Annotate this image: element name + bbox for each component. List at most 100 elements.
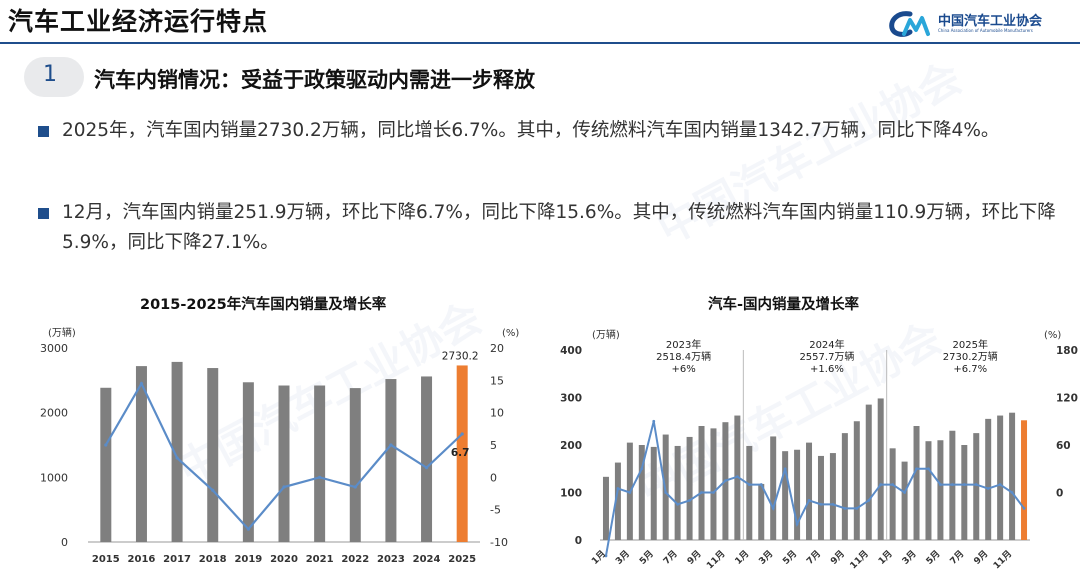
annotation-volume: 2557.7万辆 xyxy=(799,350,854,363)
x-axis-tick: 5月 xyxy=(781,548,800,567)
bar xyxy=(746,445,753,540)
x-axis-tick: 2021 xyxy=(306,554,334,565)
x-axis-tick: 11月 xyxy=(848,548,871,570)
bar xyxy=(913,426,920,540)
right-axis-tick: 15 xyxy=(490,374,504,387)
right-axis-tick: 0 xyxy=(490,471,497,484)
bar xyxy=(614,462,621,540)
bullet-square-icon xyxy=(38,126,49,137)
bar xyxy=(171,361,183,542)
right-axis-tick: 0 xyxy=(1056,488,1063,500)
x-axis-tick: 2018 xyxy=(199,554,227,565)
right-axis-tick: 120 xyxy=(1056,393,1078,405)
x-axis-tick: 2017 xyxy=(163,554,191,565)
chart-right-title: 汽车-国内销量及增长率 xyxy=(708,297,860,313)
growth-rate-point xyxy=(1022,506,1026,510)
annotation-volume: 2518.4万辆 xyxy=(656,350,711,363)
bar xyxy=(782,451,789,540)
x-axis-tick: 9月 xyxy=(685,548,704,567)
growth-rate-point xyxy=(915,467,918,471)
growth-rate-point xyxy=(640,467,644,471)
left-axis-tick: 300 xyxy=(560,393,582,405)
bar xyxy=(385,379,397,542)
bar xyxy=(841,433,848,540)
x-axis-tick: 3月 xyxy=(900,548,919,567)
bullet-item: 2025年，汽车国内销量2730.2万辆，同比增长6.7%。其中，传统燃料汽车国… xyxy=(38,116,1068,146)
growth-rate-point xyxy=(676,502,680,506)
caam-logo-mark-icon xyxy=(889,11,930,37)
growth-rate-point xyxy=(1010,491,1014,494)
growth-rate-point xyxy=(939,483,942,486)
bar xyxy=(650,446,657,540)
annotation-volume: 2730.2万辆 xyxy=(943,350,998,363)
left-axis-tick: 200 xyxy=(560,440,582,452)
growth-rate-point xyxy=(867,499,871,502)
bar xyxy=(314,385,326,542)
growth-rate-point xyxy=(211,488,215,492)
annotation-year: 2025年 xyxy=(953,338,988,351)
growth-rate-point xyxy=(855,506,859,510)
bar xyxy=(686,436,693,540)
annotation-growth: +6% xyxy=(671,364,695,375)
bullet-item: 12月，汽车国内销量251.9万辆，环比下降6.7%，同比下降15.6%。其中，… xyxy=(38,198,1068,258)
growth-rate-point xyxy=(389,443,393,447)
bar xyxy=(207,368,219,542)
x-axis-tick: 9月 xyxy=(972,548,991,567)
bar xyxy=(937,440,944,540)
bar xyxy=(901,461,908,540)
right-axis-unit: (%) xyxy=(1044,330,1061,341)
growth-rate-point xyxy=(998,483,1002,486)
annotation-year: 2023年 xyxy=(666,338,701,351)
growth-rate-point xyxy=(747,483,751,486)
right-axis-tick: -10 xyxy=(490,536,508,549)
right-axis-tick: 5 xyxy=(490,439,497,452)
annotation-growth: +6.7% xyxy=(953,364,987,375)
bar xyxy=(877,398,884,540)
growth-rate-point xyxy=(282,485,286,489)
bar xyxy=(135,366,147,542)
bar xyxy=(349,388,361,542)
growth-rate-point xyxy=(795,522,799,526)
x-axis-tick: 2015 xyxy=(92,554,120,565)
growth-rate-point xyxy=(783,467,787,471)
bar xyxy=(865,404,872,540)
growth-rate-point xyxy=(843,506,847,510)
growth-rate-point xyxy=(724,479,727,483)
logo-text-cn: 中国汽车工业协会 xyxy=(938,14,1043,29)
x-axis-tick: 2020 xyxy=(270,554,298,565)
page-title: 汽车工业经济运行特点 xyxy=(8,7,269,36)
x-axis-tick: 2024 xyxy=(413,554,441,565)
growth-rate-point xyxy=(353,485,357,489)
growth-rate-point xyxy=(175,456,179,460)
right-axis-tick: 10 xyxy=(490,407,504,420)
bar xyxy=(602,476,609,540)
chart-left-title: 2015-2025年汽车国内销量及增长率 xyxy=(140,297,387,313)
x-axis-tick: 2023 xyxy=(377,554,405,565)
growth-rate-point xyxy=(879,483,883,486)
bar xyxy=(710,428,717,540)
growth-rate-point xyxy=(819,502,823,506)
growth-rate-point xyxy=(700,491,703,494)
growth-rate-point xyxy=(962,483,966,486)
x-axis-tick: 3月 xyxy=(757,548,776,567)
left-axis-tick: 3000 xyxy=(40,342,68,355)
x-axis-tick: 1月 xyxy=(733,548,752,567)
section-title: 汽车内销情况：受益于政策驱动内需进一步释放 xyxy=(94,68,535,92)
bar xyxy=(278,385,290,542)
bar xyxy=(100,387,112,542)
left-axis-tick: 1000 xyxy=(40,471,68,484)
right-axis-unit: (%) xyxy=(502,328,519,339)
header-divider xyxy=(0,42,1080,44)
growth-rate-point xyxy=(831,502,835,506)
growth-rate-point xyxy=(974,483,978,486)
x-axis-tick: 7月 xyxy=(805,548,824,567)
growth-rate-point xyxy=(246,527,250,531)
growth-rate-point xyxy=(424,466,429,470)
growth-rate-point xyxy=(986,487,990,490)
section-number-badge: 1 xyxy=(24,57,84,97)
growth-rate-point xyxy=(903,491,906,494)
bar xyxy=(758,483,765,540)
left-axis-unit: (万辆) xyxy=(592,328,620,341)
x-axis-tick: 11月 xyxy=(991,548,1014,570)
